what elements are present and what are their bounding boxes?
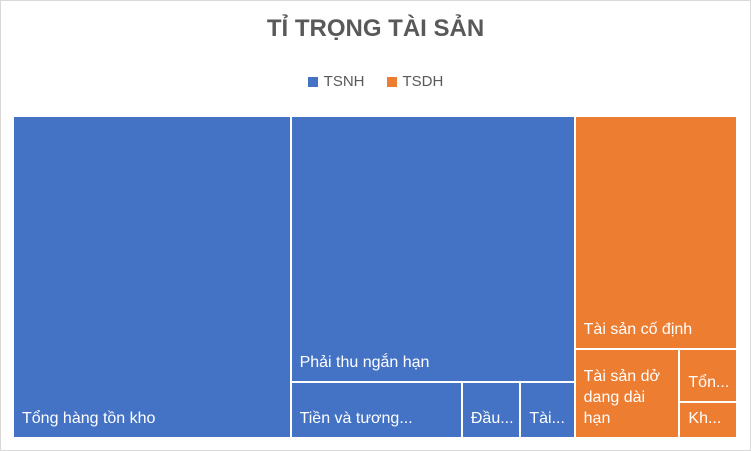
- legend-label: TSNH: [323, 73, 365, 90]
- legend-item: TSDH: [386, 73, 444, 90]
- treemap-cell: Phải thu ngắn hạn: [290, 116, 575, 383]
- treemap-cell: Tiền và tương...: [290, 382, 462, 438]
- legend-swatch: [307, 76, 318, 87]
- cell-label: Đầu...: [470, 409, 514, 427]
- treemap-cell: Tài sản cố định: [574, 116, 737, 349]
- treemap-cell: Tổng hàng tồn kho: [13, 116, 291, 438]
- treemap-cell: Tài...: [520, 382, 575, 438]
- chart-title: TỈ TRỌNG TÀI SẢN: [266, 15, 485, 42]
- cell-label: Tài sản cố định: [583, 320, 693, 338]
- legend-item: TSNH: [307, 73, 365, 90]
- treemap-cell: Tài sản dở dang dài hạn: [574, 348, 680, 438]
- legend-swatch: [386, 76, 397, 87]
- cell-label: Tổn...: [688, 373, 730, 391]
- cell-label: Tổng hàng tồn kho: [22, 410, 156, 427]
- cell-label: Tài...: [529, 409, 565, 427]
- cell-label: Tiền và tương...: [299, 409, 413, 427]
- cell-label: Kh...: [688, 409, 722, 427]
- cell-label: Tài sản dở dang dài hạn: [583, 368, 660, 427]
- legend: TSNH TSDH: [1, 73, 750, 90]
- treemap-cell: Đầu...: [461, 382, 521, 438]
- treemap-cell: Kh...: [679, 401, 737, 438]
- cell-label: Phải thu ngắn hạn: [299, 354, 430, 372]
- legend-label: TSDH: [402, 73, 444, 90]
- treemap-cell: Tổn...: [679, 348, 737, 402]
